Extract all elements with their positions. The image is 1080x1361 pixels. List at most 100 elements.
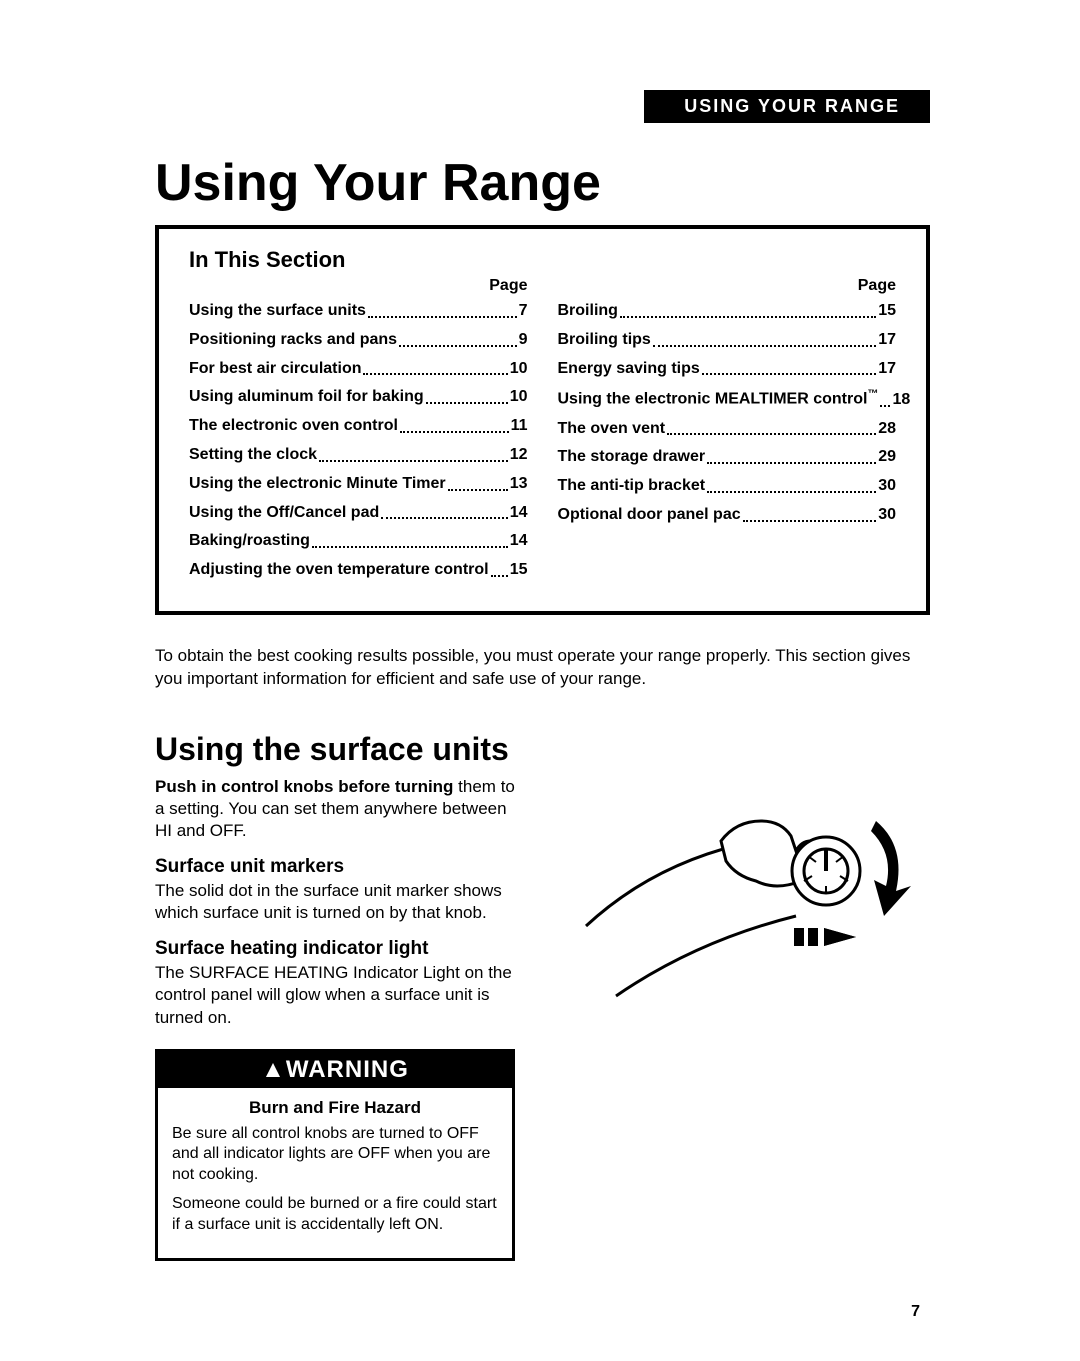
toc-entry: Using the surface units 7 — [189, 301, 528, 322]
toc-label: The electronic oven control — [189, 416, 398, 437]
toc-pagenum: 30 — [878, 476, 896, 497]
toc-entry: For best air circulation 10 — [189, 359, 528, 380]
warning-triangle-icon: ▲ — [261, 1056, 286, 1083]
toc-dots — [312, 546, 508, 548]
toc-label: Broiling tips — [558, 330, 651, 351]
header-bar: USING YOUR RANGE — [155, 90, 930, 123]
toc-entry: Using aluminum foil for baking 10 — [189, 387, 528, 408]
toc-entry: The anti-tip bracket 30 — [558, 476, 897, 497]
toc-pagenum: 29 — [878, 447, 896, 468]
toc-dots — [448, 489, 508, 491]
toc-dots — [653, 345, 876, 347]
toc-dots — [667, 433, 876, 435]
toc-label: The oven vent — [558, 419, 666, 440]
page-container: USING YOUR RANGE Using Your Range In Thi… — [0, 0, 1080, 1301]
warning-p1: Be sure all control knobs are turned to … — [172, 1124, 498, 1186]
toc-label: Optional door panel pac — [558, 505, 741, 526]
toc-columns: Page Using the surface units 7 Positioning… — [189, 277, 896, 589]
indicator-body: The SURFACE HEATING Indicator Light on t… — [155, 962, 523, 1028]
toc-dots — [319, 460, 508, 462]
toc-dots — [400, 431, 509, 433]
page-number: 7 — [911, 1303, 920, 1321]
toc-label: Using the surface units — [189, 301, 366, 322]
toc-pagenum: 17 — [878, 359, 896, 380]
toc-entry: Optional door panel pac 30 — [558, 505, 897, 526]
toc-pagenum: 11 — [511, 416, 528, 437]
toc-pagenum: 13 — [510, 474, 528, 495]
toc-pagenum: 15 — [510, 560, 528, 581]
toc-pagenum: 28 — [878, 419, 896, 440]
toc-entry: The oven vent 28 — [558, 419, 897, 440]
toc-pagenum: 12 — [510, 445, 528, 466]
toc-label: Using the electronic Minute Timer — [189, 474, 446, 495]
toc-box: In This Section Page Using the surface u… — [155, 225, 930, 615]
toc-pagenum: 17 — [878, 330, 896, 351]
warning-subtitle: Burn and Fire Hazard — [172, 1098, 498, 1118]
warning-box: ▲WARNING Burn and Fire Hazard Be sure al… — [155, 1049, 515, 1261]
warning-header-text: WARNING — [286, 1056, 409, 1083]
toc-label: For best air circulation — [189, 359, 361, 380]
toc-pagenum: 14 — [510, 503, 528, 524]
toc-dots — [426, 402, 508, 404]
main-title: Using Your Range — [155, 153, 930, 213]
toc-entry: Broiling 15 — [558, 301, 897, 322]
toc-dots — [743, 520, 877, 522]
knob-illustration — [576, 786, 916, 1006]
toc-page-header: Page — [189, 277, 528, 295]
toc-pagenum: 7 — [519, 301, 528, 322]
toc-entry: Using the Off/Cancel pad 14 — [189, 503, 528, 524]
toc-dots — [707, 462, 876, 464]
toc-dots — [702, 373, 876, 375]
toc-entry: Positioning racks and pans9 — [189, 330, 528, 351]
toc-entry: Baking/roasting 14 — [189, 531, 528, 552]
push-knob-bold: Push in control knobs before turning — [155, 777, 453, 796]
toc-pagenum: 14 — [510, 531, 528, 552]
toc-entry: Broiling tips 17 — [558, 330, 897, 351]
toc-title: In This Section — [189, 247, 896, 273]
push-knob-text: Push in control knobs before turning the… — [155, 776, 523, 842]
toc-label: The storage drawer — [558, 447, 706, 468]
toc-label: Using the Off/Cancel pad — [189, 503, 379, 524]
right-column — [563, 776, 931, 1261]
markers-body: The solid dot in the surface unit marker… — [155, 880, 523, 924]
toc-entry: The electronic oven control 11 — [189, 416, 528, 437]
toc-left-column: Page Using the surface units 7 Positioning… — [189, 277, 528, 589]
toc-label: Using the electronic MEALTIMER control™ — [558, 387, 879, 410]
toc-pagenum: 30 — [878, 505, 896, 526]
toc-page-header: Page — [558, 277, 897, 295]
toc-right-column: Page Broiling15Broiling tips17Energy sav… — [558, 277, 897, 589]
header-tab: USING YOUR RANGE — [644, 90, 930, 123]
toc-dots — [491, 575, 508, 577]
toc-dots — [381, 517, 507, 519]
toc-entry: Setting the clock 12 — [189, 445, 528, 466]
toc-label: Broiling — [558, 301, 618, 322]
toc-dots — [368, 316, 517, 318]
toc-dots — [620, 316, 876, 318]
toc-dots — [399, 345, 517, 347]
toc-label: Positioning racks and pans — [189, 330, 397, 351]
toc-entry: Using the electronic Minute Timer 13 — [189, 474, 528, 495]
toc-pagenum: 18 — [892, 390, 910, 411]
toc-label: Energy saving tips — [558, 359, 700, 380]
toc-pagenum: 10 — [510, 359, 528, 380]
toc-pagenum: 10 — [510, 387, 528, 408]
toc-dots — [880, 405, 890, 407]
toc-entry: The storage drawer 29 — [558, 447, 897, 468]
toc-label: Setting the clock — [189, 445, 317, 466]
toc-label: Baking/roasting — [189, 531, 310, 552]
toc-label: Adjusting the oven temperature control — [189, 560, 489, 581]
toc-entry: Using the electronic MEALTIMER control™1… — [558, 387, 897, 410]
two-column-layout: Push in control knobs before turning the… — [155, 776, 930, 1261]
left-column: Push in control knobs before turning the… — [155, 776, 523, 1261]
toc-label: Using aluminum foil for baking — [189, 387, 424, 408]
toc-dots — [363, 373, 507, 375]
toc-pagenum: 15 — [878, 301, 896, 322]
indicator-heading: Surface heating indicator light — [155, 938, 523, 960]
intro-paragraph: To obtain the best cooking results possi… — [155, 645, 930, 691]
toc-dots — [707, 491, 876, 493]
section-heading: Using the surface units — [155, 731, 930, 768]
toc-label: The anti-tip bracket — [558, 476, 706, 497]
toc-entry: Energy saving tips 17 — [558, 359, 897, 380]
warning-p2: Someone could be burned or a fire could … — [172, 1194, 498, 1236]
warning-header: ▲WARNING — [158, 1052, 512, 1088]
